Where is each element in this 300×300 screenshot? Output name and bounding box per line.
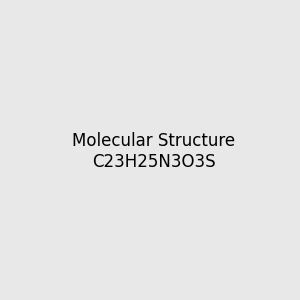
Text: Molecular Structure
C23H25N3O3S: Molecular Structure C23H25N3O3S xyxy=(72,132,235,171)
